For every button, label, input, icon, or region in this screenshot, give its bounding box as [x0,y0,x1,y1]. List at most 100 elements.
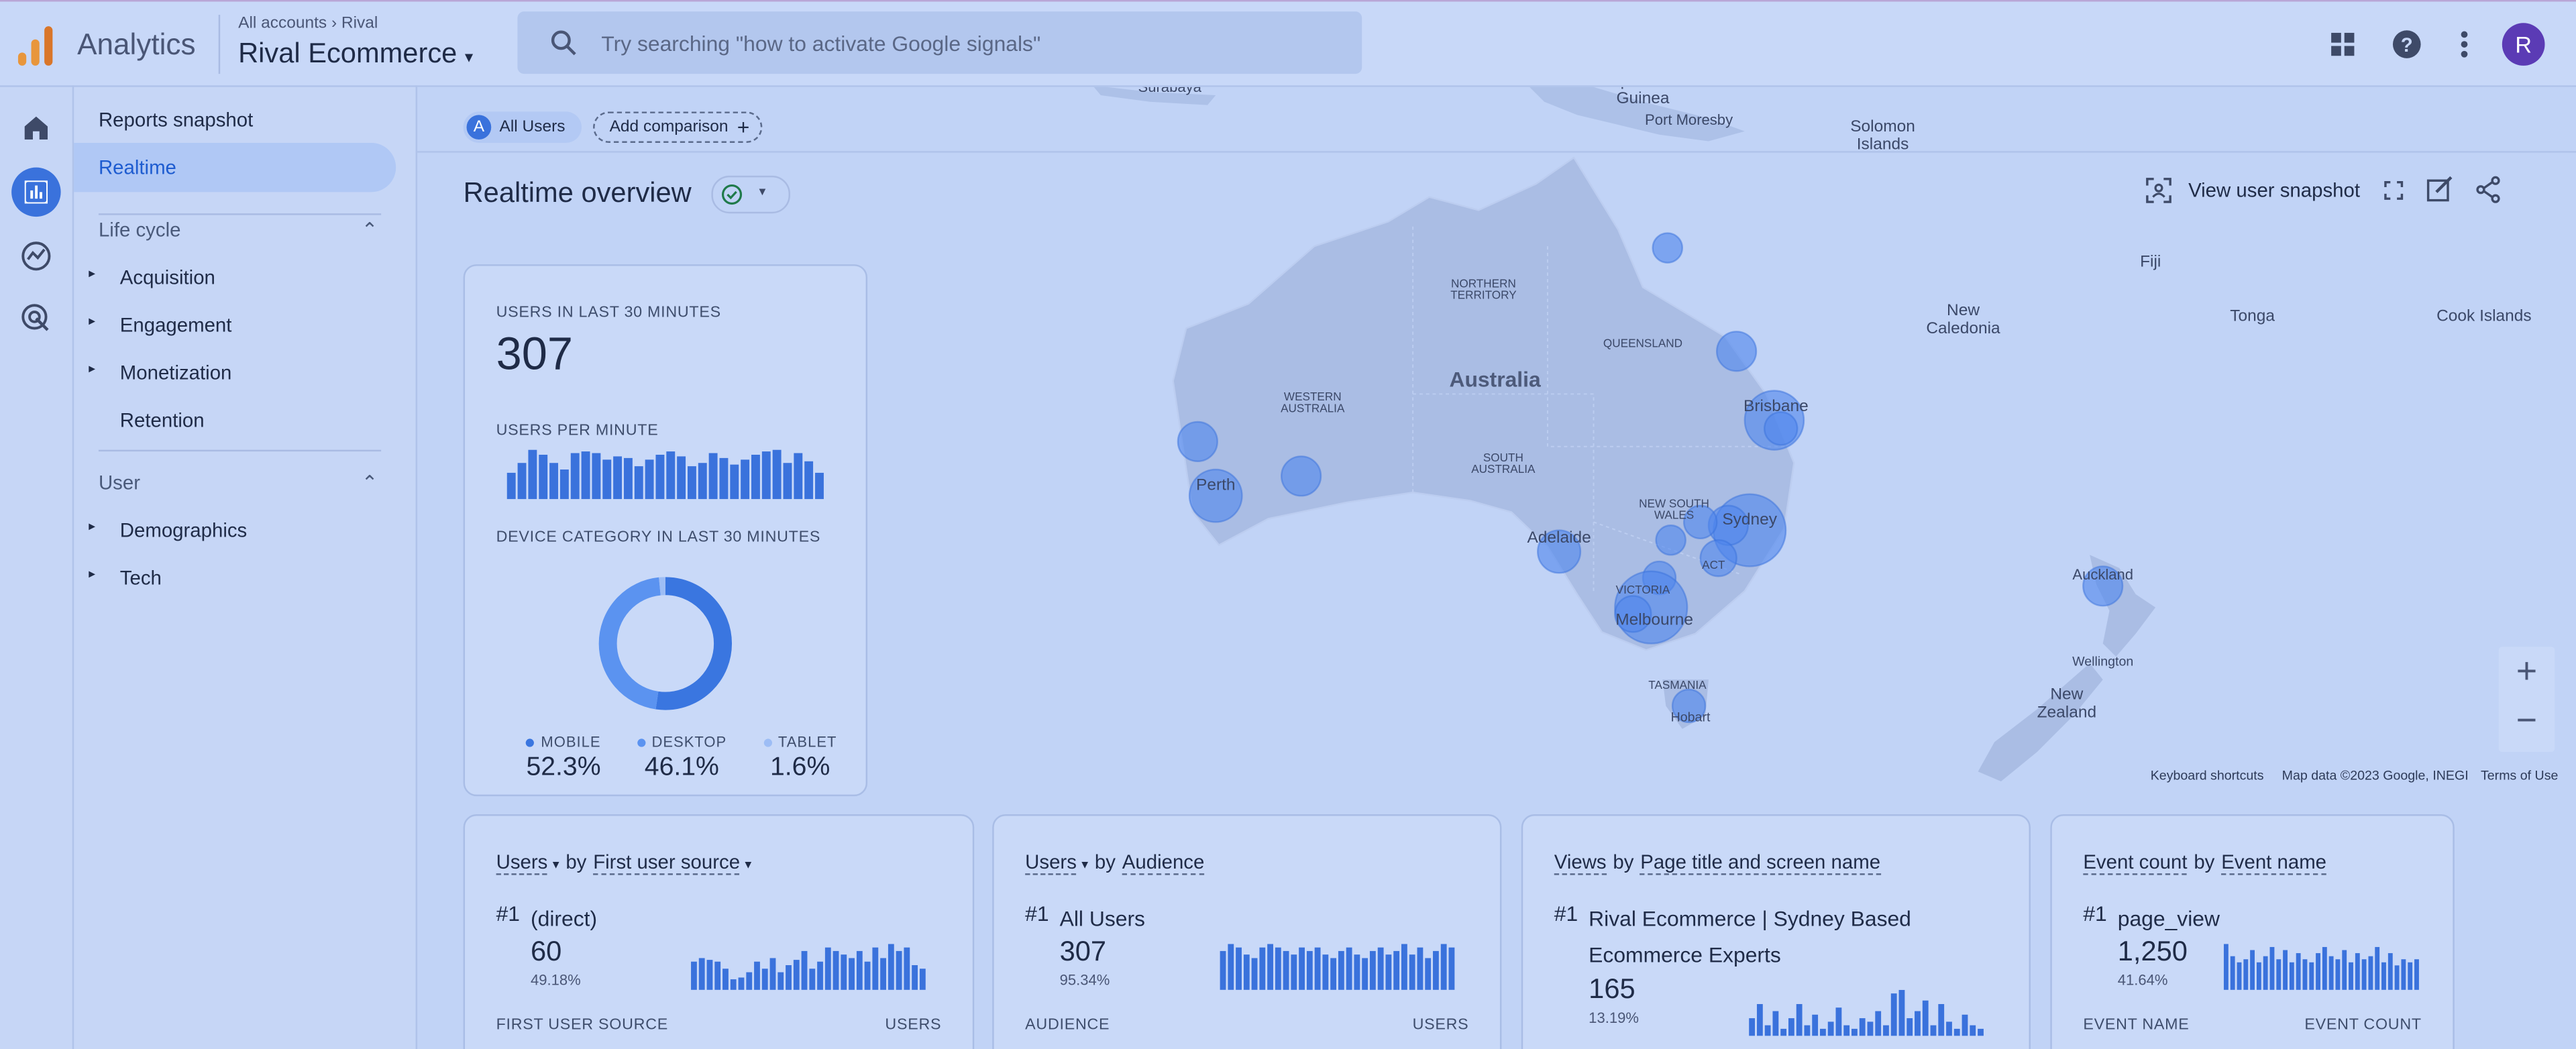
bar [517,463,527,500]
bar [824,947,831,990]
legend-value: 52.3% [526,753,601,782]
bar [2237,962,2242,990]
bar [1946,1022,1952,1036]
metric[interactable]: Users [496,850,548,875]
bar [833,950,839,990]
map-footer[interactable]: Keyboard shortcuts [2150,768,2264,783]
sparkline [691,944,926,990]
nav-item[interactable]: Demographics [119,518,248,542]
nav-item[interactable]: Tech [119,566,162,590]
explore-icon[interactable] [19,239,52,272]
bar [1843,1025,1850,1036]
nav-item[interactable]: Retention [119,408,205,432]
label: USERS IN LAST 30 MINUTES [496,303,721,322]
bar [730,464,739,500]
zoom-in[interactable]: + [2516,650,2538,692]
top-item: All Users [1059,906,1145,931]
bar [1236,947,1242,990]
bar [2349,962,2353,990]
nav-section[interactable]: User [98,471,141,494]
search-box[interactable]: Try searching "how to activate Google si… [517,11,1362,74]
snapshot-icon[interactable] [2145,177,2171,203]
dimension[interactable]: First user source [593,850,741,875]
nav-item[interactable]: Acquisition [119,266,215,289]
zoom-out[interactable]: − [2516,699,2538,740]
more-icon[interactable] [2458,28,2471,61]
bar [691,961,697,990]
metric[interactable]: Views [1554,850,1607,875]
bar [904,947,910,990]
breadcrumb[interactable]: All accounts › Rival [238,15,378,33]
advertising-icon[interactable] [19,302,52,335]
dimension[interactable]: Audience [1122,850,1204,875]
top-item: Rival Ecommerce | Sydney Based Ecommerce… [1589,906,1911,967]
state-borders [1412,226,1784,592]
edit-icon[interactable] [2426,176,2455,204]
bar [1314,947,1321,990]
column-header: EVENT NAME [2083,1016,2190,1034]
rank: #1 [1554,901,1578,926]
nav-item[interactable]: Monetization [119,361,232,384]
bar [754,961,760,990]
nav-item[interactable]: Realtime [98,156,176,179]
bar [592,453,601,500]
bar [655,454,665,500]
legend-item: TABLET 1.6% [741,734,859,783]
bar [1883,1025,1889,1036]
bar [2289,962,2294,990]
map-label: SOUTH AUSTRALIA [1471,453,1536,476]
bar [849,958,855,990]
bar [1283,950,1289,990]
metric[interactable]: Event count [2083,850,2188,875]
help-icon[interactable]: ? [2390,28,2423,61]
bar [793,960,800,990]
home-icon[interactable] [21,113,51,143]
nav-section[interactable]: Life cycle [98,218,181,241]
bar [1890,993,1897,1036]
bar [1978,1028,1984,1036]
label: USERS PER MINUTE [496,422,659,440]
nav-item[interactable]: Reports snapshot [98,108,254,131]
status-chip[interactable]: ▾ [711,175,790,214]
fullscreen-icon[interactable] [2383,180,2404,200]
bar [864,961,871,990]
bar [714,961,721,990]
bar [809,969,816,990]
top-value: 60 [531,936,562,967]
legend-value: 46.1% [644,753,719,782]
legend-dot [637,738,645,747]
compare-chip[interactable]: Add comparison + [593,111,763,143]
rank: #1 [496,901,521,926]
dimension[interactable]: Event name [2221,850,2327,875]
top-share: 41.64% [2117,971,2168,989]
bar [856,950,863,990]
property-selector[interactable]: Rival Ecommerce ▾ [238,38,474,69]
bar [1377,947,1384,990]
collapse-icon[interactable]: ⌃ [361,471,378,494]
property-name: Rival Ecommerce [238,38,458,69]
apps-icon[interactable] [2330,32,2356,58]
search-placeholder: Try searching "how to activate Google si… [601,31,1041,56]
bar [1907,1018,1913,1036]
users-count: 307 [496,328,574,380]
card-title: Event count by Event name [2083,850,2327,875]
bar [559,470,569,500]
map-bubbles [1177,232,2124,724]
collapse-icon[interactable]: ⌃ [361,218,378,241]
dropdown: ▾ [1081,857,1089,872]
segment-chip[interactable]: A All Users [463,111,582,143]
dimension[interactable]: Page title and screen name [1640,850,1881,875]
bar [1425,958,1432,990]
bar [2316,953,2320,990]
share-icon[interactable] [2476,176,2502,204]
bar [777,972,784,990]
metric[interactable]: Users [1025,850,1077,875]
bar [1299,947,1305,990]
snapshot-link[interactable]: View user snapshot [2188,178,2361,203]
bar [872,947,879,990]
nav-item[interactable]: Engagement [119,313,232,337]
reports-icon[interactable] [11,167,61,217]
avatar[interactable]: R [2502,23,2545,66]
map-footer[interactable]: Terms of Use [2480,768,2559,783]
